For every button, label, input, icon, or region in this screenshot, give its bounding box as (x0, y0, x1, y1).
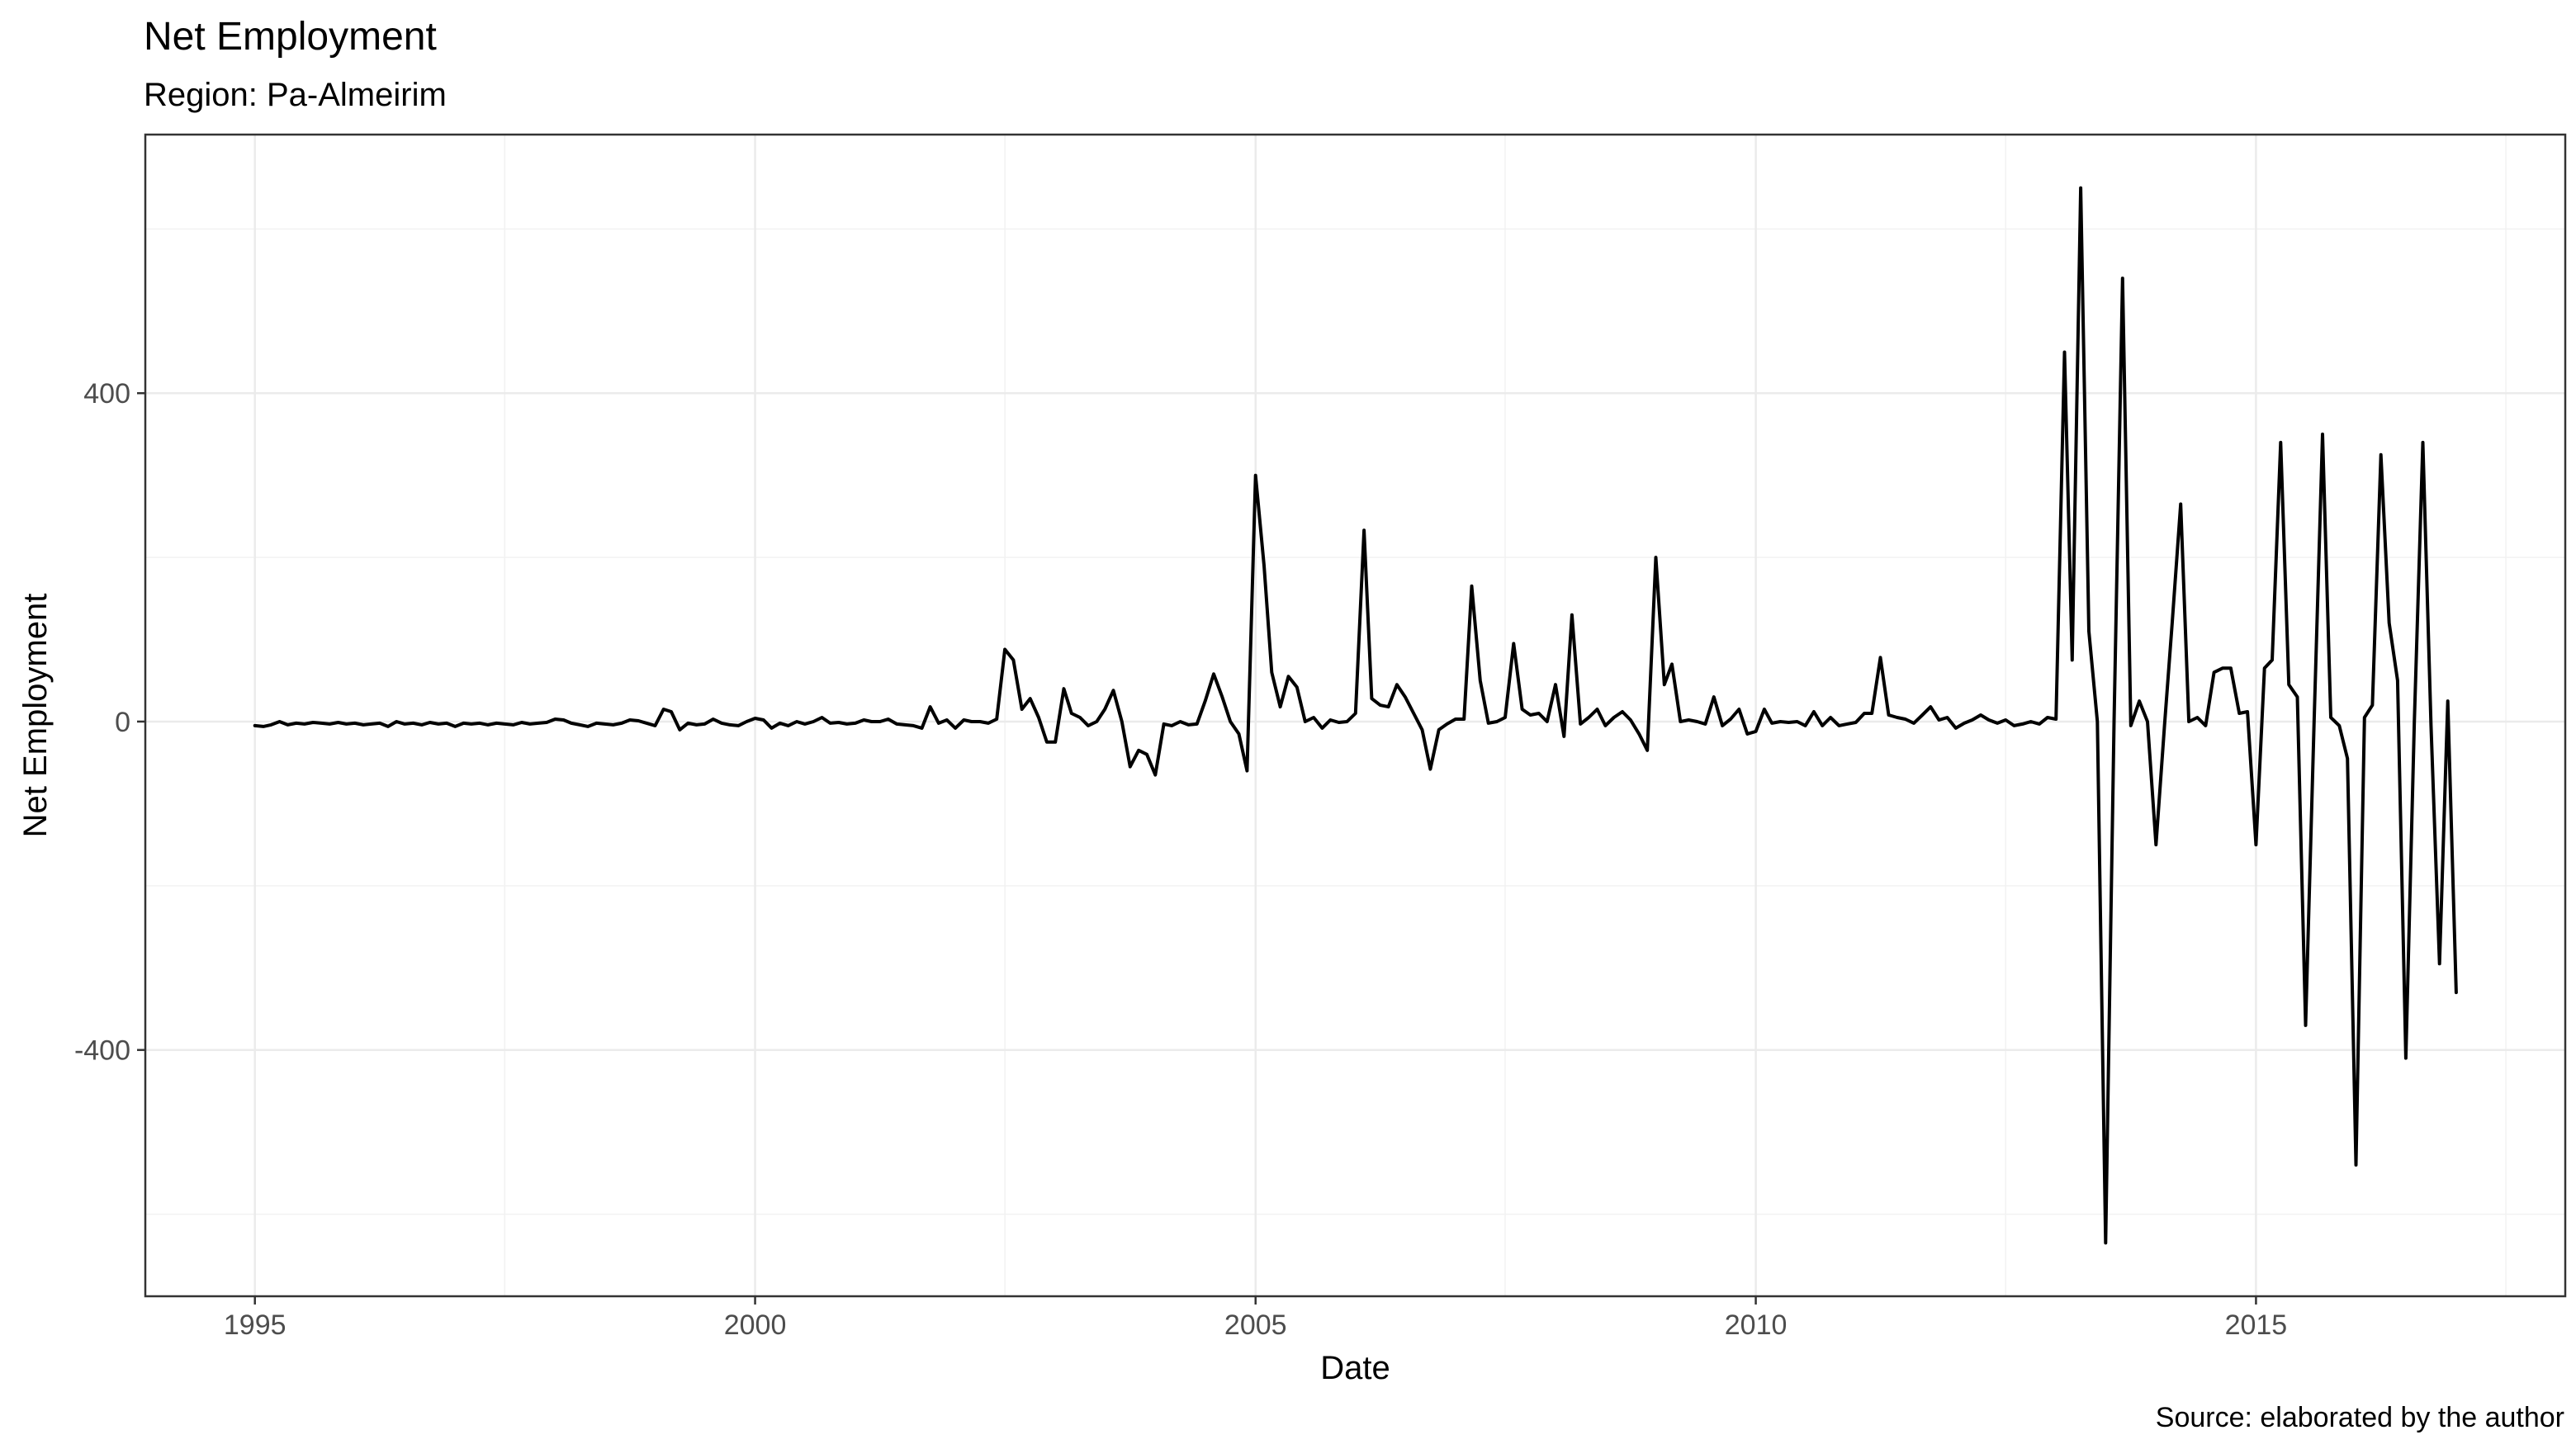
y-tick-label: 0 (115, 707, 130, 738)
x-axis: 1995 2000 2005 2010 2015 (224, 1296, 2287, 1341)
y-tick-label: 400 (83, 378, 130, 410)
panel-border (144, 133, 2567, 1298)
y-axis: 400 0 -400 (74, 378, 145, 1067)
chart-title: Net Employment (144, 15, 437, 59)
chart-subtitle: Region: Pa-Almeirim (144, 77, 447, 113)
x-tick-label: 1995 (224, 1309, 286, 1341)
x-axis-title: Date (1320, 1350, 1390, 1386)
series-line (253, 186, 2458, 1245)
x-tick-label: 2005 (1224, 1309, 1287, 1341)
minor-gridlines (145, 135, 2565, 1296)
y-tick-label: -400 (74, 1035, 130, 1067)
y-axis-title: Net Employment (17, 594, 54, 838)
chart-caption: Source: elaborated by the author (2155, 1402, 2564, 1433)
x-tick-label: 2015 (2225, 1309, 2288, 1341)
x-tick-label: 2000 (724, 1309, 787, 1341)
x-tick-label: 2010 (1725, 1309, 1788, 1341)
